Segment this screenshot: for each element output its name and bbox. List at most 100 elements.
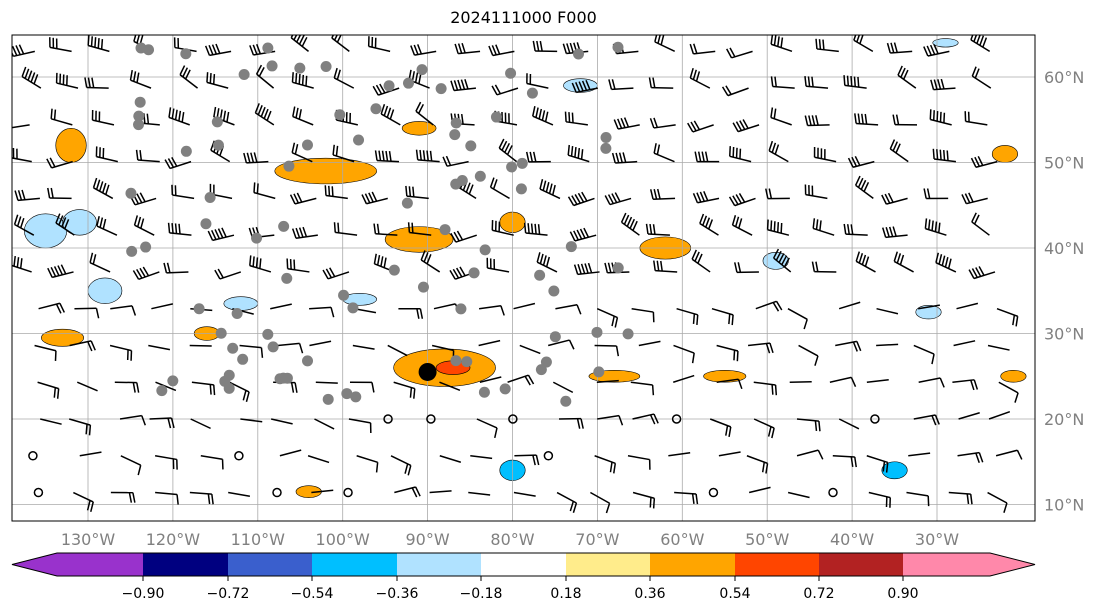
- colorbar-tick-label: 0.72: [803, 586, 834, 602]
- wind-barb: [676, 307, 699, 326]
- barb-feather: [892, 114, 896, 125]
- barb-feather: [98, 181, 104, 192]
- barb-feather: [176, 494, 179, 505]
- wind-barb: [14, 189, 40, 202]
- barb-feather: [771, 142, 777, 153]
- barb-staff: [855, 260, 876, 273]
- wind-barb: [47, 187, 72, 200]
- barb-feather: [211, 44, 218, 55]
- barb-staff: [727, 87, 749, 97]
- map-frame: [11, 34, 1036, 522]
- barb-staff: [249, 264, 272, 273]
- barb-feather: [12, 148, 15, 159]
- barb-feather: [383, 105, 389, 116]
- barb-feather: [335, 145, 339, 157]
- wind-barb: [556, 491, 578, 513]
- wind-barb: [731, 215, 753, 236]
- barb-feather: [818, 39, 822, 50]
- barb-staff: [753, 418, 775, 429]
- wind-barb: [876, 307, 899, 315]
- barb-feather: [824, 149, 826, 160]
- barb-feather: [132, 270, 140, 280]
- barb-feather: [580, 263, 586, 274]
- barb-feather: [1015, 316, 1019, 327]
- barb-feather: [541, 110, 546, 121]
- barb-staff: [271, 418, 293, 425]
- barb-feather: [57, 265, 64, 276]
- wind-barb: [613, 117, 640, 130]
- barb-feather: [498, 138, 505, 149]
- barb-feather: [614, 317, 619, 328]
- barb-staff: [913, 344, 935, 355]
- barb-staff: [40, 418, 62, 425]
- wind-barb: [843, 75, 867, 89]
- barb-feather: [429, 150, 433, 162]
- barb-feather: [457, 43, 463, 54]
- barb-feather: [493, 259, 496, 270]
- wind-barb: [832, 455, 857, 468]
- barb-feather: [932, 110, 935, 121]
- barb-staff: [596, 379, 619, 383]
- barb-feather: [178, 110, 182, 122]
- wind-barb: [796, 418, 821, 432]
- barb-feather: [132, 382, 136, 393]
- wind-barb: [373, 253, 396, 273]
- barb-staff: [206, 81, 229, 89]
- barb-staff: [309, 306, 332, 310]
- station-dot: [534, 269, 546, 281]
- barb-staff: [674, 491, 697, 495]
- barb-feather: [772, 248, 780, 259]
- barb-feather: [581, 191, 588, 202]
- barb-staff: [52, 271, 74, 279]
- barb-staff: [956, 302, 979, 310]
- barb-feather: [695, 71, 701, 82]
- wind-barb: [442, 155, 469, 167]
- barb-feather: [881, 227, 887, 238]
- barb-feather: [453, 80, 459, 91]
- barb-feather: [256, 183, 259, 194]
- barb-feather: [737, 262, 742, 273]
- barb-staff: [631, 307, 654, 313]
- barb-feather: [383, 257, 387, 268]
- barb-feather: [50, 187, 54, 199]
- barb-staff: [953, 340, 976, 347]
- wind-barb: [38, 302, 65, 314]
- barb-feather: [777, 222, 780, 233]
- barb-staff: [93, 187, 114, 200]
- barb-feather: [492, 179, 498, 190]
- barb-feather: [364, 193, 371, 204]
- barb-staff: [69, 340, 92, 347]
- barb-staff: [948, 491, 971, 495]
- barb-feather: [405, 185, 408, 197]
- barb-feather: [411, 71, 416, 82]
- wind-barb: [191, 381, 216, 396]
- barb-staff: [718, 451, 741, 457]
- wind-barb: [789, 380, 812, 383]
- barb-feather: [333, 222, 336, 233]
- station-dot: [526, 87, 538, 99]
- barb-staff: [335, 231, 358, 236]
- barb-staff: [433, 303, 456, 310]
- station-dot: [515, 183, 527, 195]
- barb-feather: [696, 314, 699, 326]
- barb-staff: [270, 303, 292, 310]
- barb-feather: [648, 459, 651, 470]
- barb-feather: [253, 152, 258, 163]
- station-dot: [215, 327, 227, 339]
- wind-barb: [92, 177, 114, 200]
- barb-feather: [885, 496, 888, 507]
- barb-feather: [770, 107, 774, 118]
- barb-feather: [174, 185, 177, 196]
- barb-feather: [885, 227, 890, 238]
- colorbar-tick-label: −0.36: [376, 586, 419, 602]
- barb-feather: [217, 268, 224, 279]
- contour-region: [991, 145, 1018, 163]
- barb-staff: [179, 74, 199, 89]
- wind-barb: [407, 222, 432, 236]
- wind-barb: [476, 418, 498, 439]
- wind-barb: [109, 344, 133, 361]
- lon-tick-label: 90°W: [406, 530, 450, 549]
- station-dot: [383, 80, 395, 92]
- wind-barb: [866, 379, 889, 383]
- barb-feather: [768, 188, 773, 199]
